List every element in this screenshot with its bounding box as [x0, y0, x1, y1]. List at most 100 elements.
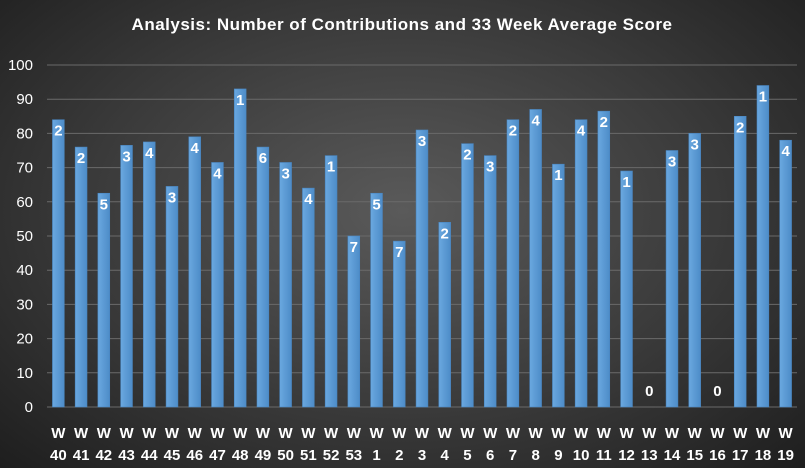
x-tick-label: 46 — [186, 447, 203, 464]
x-tick-label: 14 — [664, 447, 681, 464]
x-tick-label: 2 — [395, 447, 403, 464]
bar — [665, 150, 679, 408]
data-label: 2 — [463, 147, 471, 164]
x-tick-label: 41 — [73, 447, 90, 464]
bar — [52, 119, 65, 408]
x-tick-label: W — [438, 425, 453, 442]
x-tick-label: W — [756, 425, 771, 442]
x-tick-label: W — [142, 425, 157, 442]
data-label: 2 — [54, 123, 62, 140]
data-label: 5 — [100, 196, 108, 213]
y-tick-label: 10 — [16, 365, 33, 382]
x-tick-label: 10 — [573, 447, 590, 464]
bar — [97, 192, 111, 408]
x-tick-label: W — [324, 425, 339, 442]
y-tick-label: 100 — [8, 57, 33, 74]
x-tick-label: W — [51, 425, 66, 442]
x-tick-label: 3 — [418, 447, 426, 464]
data-label: 4 — [145, 145, 154, 162]
y-tick-label: 80 — [16, 125, 33, 142]
bar — [756, 85, 770, 408]
x-tick-label: W — [506, 425, 521, 442]
y-tick-label: 40 — [16, 262, 33, 279]
data-label: 0 — [713, 383, 721, 400]
x-tick-label: W — [119, 425, 134, 442]
x-tick-label: W — [347, 425, 362, 442]
x-tick-label: 43 — [118, 447, 135, 464]
data-label: 4 — [213, 165, 222, 182]
bar — [574, 119, 588, 408]
data-label: 7 — [395, 244, 403, 261]
x-tick-label: W — [415, 425, 430, 442]
data-label: 2 — [77, 150, 85, 167]
x-tick-label: W — [710, 425, 725, 442]
bar — [279, 162, 292, 408]
data-label: 4 — [577, 123, 586, 140]
bar — [370, 192, 383, 408]
x-tick-label: W — [460, 425, 475, 442]
bar — [552, 163, 565, 408]
x-tick-label: 15 — [686, 447, 703, 464]
bar — [74, 146, 88, 408]
x-tick-label: W — [779, 425, 794, 442]
y-tick-label: 90 — [16, 91, 33, 108]
bar — [302, 187, 315, 408]
data-label: 3 — [691, 136, 699, 153]
y-tick-label: 70 — [16, 160, 33, 177]
x-tick-label: W — [619, 425, 634, 442]
x-tick-label: 19 — [777, 447, 794, 464]
y-tick-label: 50 — [16, 228, 33, 245]
x-tick-label: 18 — [755, 447, 772, 464]
bar — [415, 129, 429, 408]
bar — [597, 110, 611, 408]
bar — [143, 141, 156, 408]
x-tick-label: 52 — [323, 447, 340, 464]
x-tick-label: 51 — [300, 447, 317, 464]
bar — [529, 109, 542, 408]
x-tick-label: 13 — [641, 447, 658, 464]
data-label: 3 — [281, 165, 289, 182]
data-label: 3 — [168, 189, 176, 206]
y-tick-label: 60 — [16, 194, 33, 211]
data-label: 3 — [122, 148, 130, 165]
data-label: 7 — [350, 239, 358, 256]
data-label: 1 — [236, 92, 244, 109]
x-tick-label: 42 — [95, 447, 112, 464]
data-label: 2 — [441, 225, 449, 242]
x-tick-label: 53 — [345, 447, 362, 464]
data-label: 2 — [736, 119, 744, 136]
x-tick-label: 44 — [141, 447, 158, 464]
bars — [52, 85, 792, 408]
x-tick-label: W — [688, 425, 703, 442]
x-tick-label: 9 — [554, 447, 562, 464]
x-tick-label: W — [597, 425, 612, 442]
x-tick-label: W — [733, 425, 748, 442]
x-tick-label: 8 — [531, 447, 539, 464]
bar — [620, 170, 633, 408]
data-label: 0 — [645, 383, 653, 400]
bar — [506, 119, 520, 408]
data-label: 2 — [509, 123, 517, 140]
x-tick-label: 50 — [277, 447, 294, 464]
data-label: 4 — [531, 112, 540, 129]
data-label: 3 — [418, 133, 426, 150]
x-tick-label: W — [642, 425, 657, 442]
x-tick-label: W — [483, 425, 498, 442]
x-axis: W40W41W42W43W44W45W46W47W48W49W50W51W52W… — [50, 425, 794, 464]
x-tick-label: W — [574, 425, 589, 442]
x-tick-label: 7 — [509, 447, 517, 464]
x-tick-label: 11 — [596, 447, 612, 464]
bar — [733, 116, 747, 408]
data-label: 4 — [781, 143, 790, 160]
x-tick-label: 45 — [164, 447, 181, 464]
x-tick-label: W — [301, 425, 316, 442]
bar — [461, 143, 474, 408]
x-tick-label: 49 — [255, 447, 272, 464]
x-tick-label: W — [279, 425, 294, 442]
x-tick-label: 1 — [372, 447, 380, 464]
x-tick-label: 48 — [232, 447, 249, 464]
bar — [347, 235, 361, 408]
x-tick-label: W — [551, 425, 566, 442]
